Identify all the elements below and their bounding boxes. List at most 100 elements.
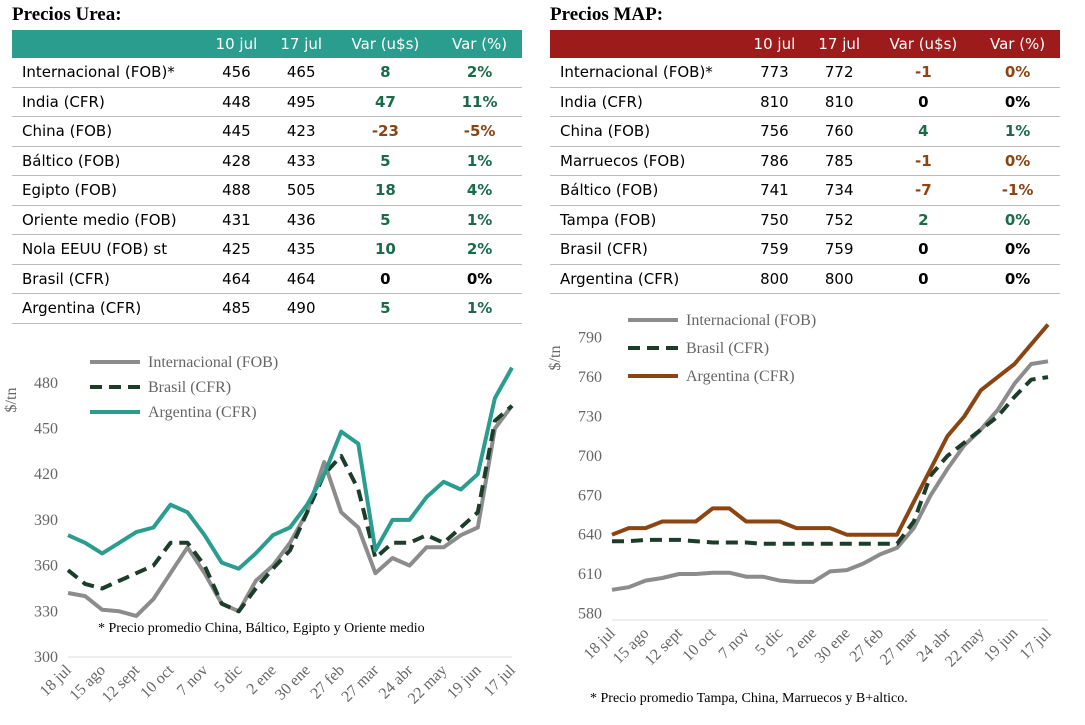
x-tick-label: 10 oct	[679, 624, 719, 664]
y-tick-label: 730	[578, 408, 602, 425]
table-title: Precios MAP:	[550, 4, 664, 25]
header-cell: 10 jul	[753, 35, 796, 53]
table-cell: 0%	[975, 146, 1060, 176]
series-line	[66, 404, 514, 614]
table-cell: 0%	[975, 205, 1060, 235]
table-row: Brasil (CFR) 759 759 0 0%	[550, 234, 1060, 265]
table-cell: 488	[204, 175, 269, 206]
y-tick-label: 790	[578, 330, 602, 347]
table-cell: -1	[871, 58, 976, 88]
series-line	[611, 323, 1050, 537]
table-row: Tampa (FOB) 750 752 2 0%	[550, 205, 1060, 235]
x-tick-label: 17 jul	[481, 661, 519, 699]
table-cell: 433	[268, 146, 334, 176]
table-cell: 456	[204, 58, 269, 88]
x-tick-label: 5 dic	[211, 662, 245, 696]
y-tick-label: 670	[578, 487, 602, 504]
table-cell: Egipto (FOB)	[12, 175, 204, 206]
table-row: Marruecos (FOB) 786 785 -1 0%	[550, 146, 1060, 176]
table-cell: 741	[742, 175, 807, 206]
table-cell: 810	[742, 87, 807, 117]
table-cell: Báltico (FOB)	[550, 175, 742, 206]
table-cell: 2%	[437, 58, 522, 88]
table-cell: 2	[871, 205, 976, 235]
header-cell: 10 jul	[215, 35, 258, 53]
table-cell: China (FOB)	[550, 116, 742, 147]
table-cell: 752	[806, 205, 872, 235]
table-cell: 495	[268, 87, 334, 117]
table-cell: 0%	[975, 234, 1060, 265]
table-cell: 425	[204, 234, 269, 265]
series-line	[67, 404, 514, 618]
table-cell: Brasil (CFR)	[12, 264, 204, 294]
y-tick-label: 580	[578, 605, 602, 622]
table-cell: 759	[742, 234, 807, 265]
header-cell	[12, 30, 204, 58]
table-cell: 772	[806, 58, 872, 88]
legend-label: Internacional (FOB)	[148, 354, 278, 371]
table-cell: Tampa (FOB)	[550, 205, 742, 235]
y-tick-label: 330	[34, 603, 58, 620]
header-cell: Var (u$s)	[351, 35, 420, 53]
table-cell: Argentina (CFR)	[12, 293, 204, 324]
table-cell: 786	[742, 146, 807, 176]
table-cell: 810	[806, 87, 872, 117]
y-tick-label: 640	[578, 527, 602, 544]
table-cell: 4%	[437, 175, 522, 206]
table-cell: 0	[871, 87, 976, 117]
table-cell: 10	[333, 234, 438, 265]
legend-label: Argentina (CFR)	[686, 368, 795, 385]
header-row: 10 jul 17 jul Var (u$s) Var (%)	[12, 30, 522, 58]
table-cell: 785	[806, 146, 872, 176]
y-tick-label: 420	[34, 466, 58, 483]
table-row: Oriente medio (FOB) 431 436 5 1%	[12, 205, 522, 235]
table-cell: 760	[806, 116, 872, 147]
table-cell: China (FOB)	[12, 116, 204, 147]
series-line	[611, 359, 1049, 592]
table-cell: 5	[333, 205, 438, 235]
x-tick-label: 12 sept	[99, 661, 144, 706]
table-row: Brasil (CFR) 464 464 0 0%	[12, 264, 522, 294]
x-tick-label: 27 mar	[338, 661, 382, 705]
table-cell: 756	[742, 116, 807, 147]
table-cell: 465	[268, 58, 334, 88]
y-tick-label: 700	[578, 448, 602, 465]
y-tick-label: 480	[34, 375, 58, 392]
table-block: Precios MAP: 10 jul 17 jul Var (u$s) Var (%)…	[550, 4, 1060, 294]
table-cell: 428	[204, 146, 269, 176]
x-tick-label: 27 mar	[877, 624, 921, 668]
table-cell: 773	[742, 58, 807, 88]
legend-label: Internacional (FOB)	[686, 312, 816, 329]
footnote: * Precio promedio Tampa, China, Marrueco…	[590, 691, 908, 706]
table-cell: 800	[806, 264, 872, 294]
table-cell: 0	[871, 234, 976, 265]
price-table: 10 jul 17 jul Var (u$s) Var (%) Internaciona…	[550, 30, 1060, 294]
table-row: Egipto (FOB) 488 505 18 4%	[12, 175, 522, 206]
table-cell: 436	[268, 205, 334, 235]
table-cell: India (CFR)	[550, 87, 742, 117]
table-cell: 8	[333, 58, 438, 88]
table-cell: Marruecos (FOB)	[550, 146, 742, 176]
header-cell: 17 jul	[818, 35, 861, 53]
table-cell: Nola EEUU (FOB) st	[12, 234, 204, 265]
table-cell: 734	[806, 175, 872, 206]
table-row: Argentina (CFR) 800 800 0 0%	[550, 264, 1060, 294]
x-tick-label: 19 jun	[444, 662, 485, 703]
x-tick-label: 5 dic	[752, 625, 786, 659]
table-cell: 800	[742, 264, 807, 294]
table-cell: 47	[333, 87, 438, 117]
table-cell: 0	[871, 264, 976, 294]
table-cell: 750	[742, 205, 807, 235]
table-cell: 485	[204, 293, 269, 324]
y-tick-label: 390	[34, 512, 58, 529]
table-cell: 448	[204, 87, 269, 117]
table-cell: -7	[871, 175, 976, 206]
table-cell: 464	[268, 264, 334, 294]
table-cell: 5	[333, 293, 438, 324]
table-cell: -1%	[975, 175, 1060, 206]
table-cell: Báltico (FOB)	[12, 146, 204, 176]
table-cell: 464	[204, 264, 269, 294]
table-cell: 435	[268, 234, 334, 265]
header-row: 10 jul 17 jul Var (u$s) Var (%)	[550, 30, 1060, 58]
